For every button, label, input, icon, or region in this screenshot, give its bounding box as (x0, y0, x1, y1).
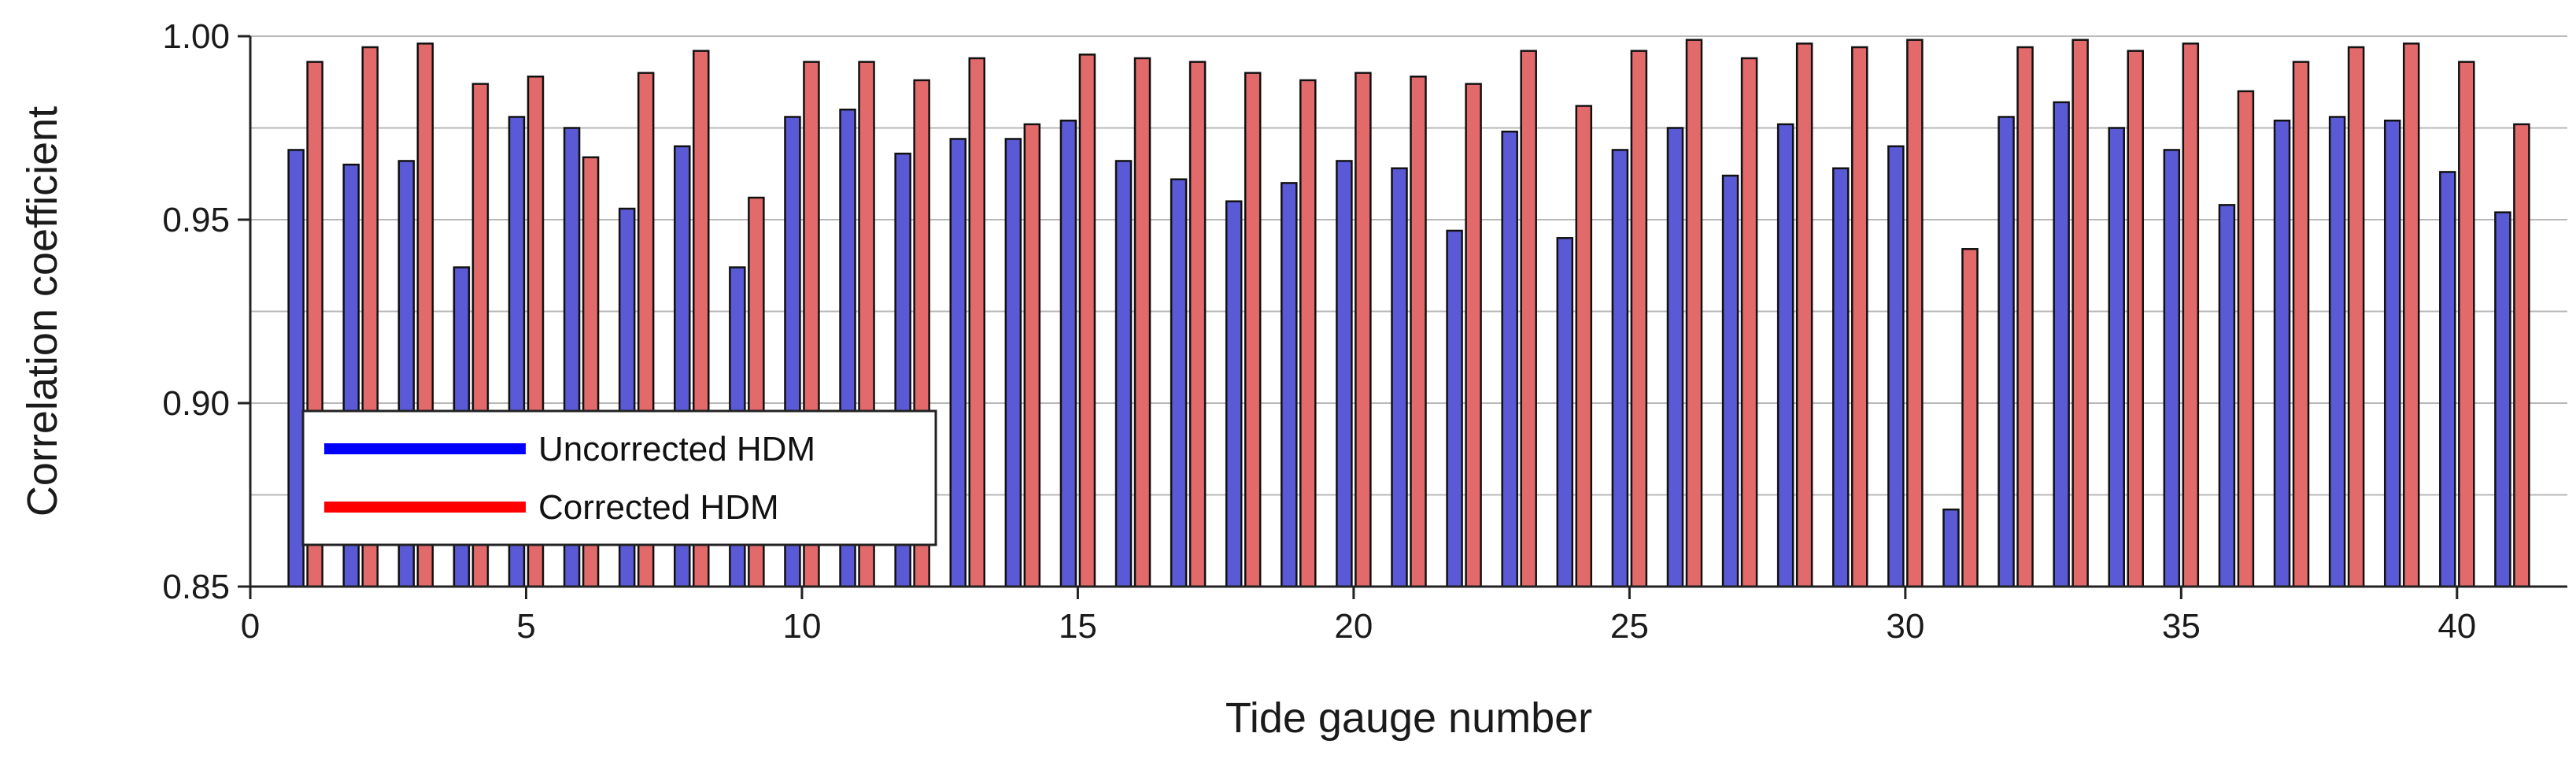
bar-uncorrected-20 (1336, 160, 1353, 588)
bar-uncorrected-34 (2108, 127, 2125, 588)
bar-uncorrected-18 (1225, 200, 1243, 588)
bar-corrected-22 (1465, 83, 1482, 588)
bar-uncorrected-35 (2163, 149, 2181, 588)
bar-uncorrected-13 (949, 138, 966, 588)
bar-uncorrected-17 (1170, 178, 1188, 588)
bar-corrected-27 (1740, 57, 1758, 588)
bar-corrected-21 (1410, 76, 1427, 588)
x-tick-label: 20 (1334, 607, 1373, 646)
bar-corrected-14 (1023, 123, 1041, 588)
bar-corrected-18 (1244, 72, 1262, 588)
bar-corrected-41 (2513, 123, 2530, 588)
grid-lines (250, 35, 2567, 496)
bar-uncorrected-14 (1004, 138, 1022, 588)
bar-uncorrected-39 (2383, 119, 2401, 588)
tick-labels: 0.85 0.90 0.95 1.00 0 5 10 15 20 25 30 35 40 (162, 17, 2476, 646)
x-tick-label: 0 (241, 607, 260, 646)
bar-corrected-40 (2458, 61, 2475, 588)
legend: Uncorrected HDM Corrected HDM (301, 409, 937, 546)
x-tick-label: 30 (1886, 607, 1924, 646)
bar-corrected-23 (1520, 50, 1537, 588)
bar-corrected-30 (1906, 39, 1924, 588)
bar-uncorrected-29 (1832, 167, 1850, 588)
bar-uncorrected-36 (2218, 204, 2236, 588)
bar-corrected-25 (1630, 50, 1648, 588)
y-tick-label: 0.90 (162, 384, 230, 423)
bar-uncorrected-23 (1501, 130, 1518, 588)
bar-corrected-34 (2127, 50, 2144, 588)
bar-uncorrected-37 (2273, 119, 2291, 588)
legend-label-uncorrected: Uncorrected HDM (538, 430, 815, 468)
legend-box (301, 409, 937, 546)
bar-uncorrected-21 (1391, 167, 1408, 588)
bar-uncorrected-40 (2439, 171, 2456, 588)
bar-corrected-13 (968, 57, 985, 588)
bar-corrected-33 (2072, 39, 2089, 588)
y-axis-label: Correlation coefficient (19, 106, 66, 516)
bar-corrected-28 (1795, 43, 1813, 588)
bar-uncorrected-25 (1611, 149, 1629, 588)
bar-corrected-24 (1575, 105, 1593, 588)
bar-uncorrected-32 (1998, 116, 2015, 588)
bar-corrected-37 (2292, 61, 2310, 588)
x-tick-label: 5 (516, 607, 535, 646)
x-tick-label: 35 (2162, 607, 2201, 646)
axes (238, 35, 2567, 599)
bar-corrected-31 (1961, 248, 1979, 588)
bar-corrected-38 (2347, 46, 2365, 588)
bar-uncorrected-24 (1556, 237, 1574, 588)
bar-uncorrected-22 (1446, 229, 1463, 588)
bar-corrected-29 (1851, 46, 1868, 588)
bar-uncorrected-30 (1887, 145, 1905, 588)
bar-uncorrected-41 (2494, 211, 2511, 588)
bar-corrected-16 (1133, 57, 1151, 588)
y-tick-label: 0.95 (162, 201, 230, 239)
bar-corrected-35 (2182, 43, 2200, 588)
bar-uncorrected-27 (1721, 174, 1739, 588)
bar-uncorrected-15 (1059, 119, 1077, 588)
bar-corrected-20 (1355, 72, 1372, 588)
bar-corrected-15 (1078, 54, 1096, 588)
x-tick-label: 10 (782, 607, 821, 646)
y-tick-label: 0.85 (162, 568, 230, 606)
bar-corrected-19 (1299, 79, 1317, 588)
bar-uncorrected-1 (287, 149, 305, 588)
bar-corrected-39 (2402, 43, 2420, 588)
bar-corrected-17 (1188, 61, 1207, 588)
bar-uncorrected-19 (1281, 182, 1298, 588)
bar-uncorrected-31 (1942, 508, 1960, 588)
bar-uncorrected-33 (2053, 101, 2070, 588)
x-tick-label: 40 (2437, 607, 2476, 646)
bar-uncorrected-28 (1776, 123, 1794, 588)
x-tick-label: 25 (1610, 607, 1649, 646)
y-tick-label: 1.00 (162, 17, 230, 56)
x-tick-label: 15 (1059, 607, 1097, 646)
bar-corrected-26 (1685, 39, 1703, 588)
bar-uncorrected-38 (2328, 116, 2346, 588)
bar-corrected-36 (2237, 90, 2255, 588)
bar-corrected-32 (2016, 46, 2034, 588)
x-axis-label: Tide gauge number (1225, 694, 1592, 742)
legend-label-corrected: Corrected HDM (538, 488, 779, 527)
bar-uncorrected-26 (1666, 127, 1684, 588)
bar-uncorrected-16 (1114, 160, 1133, 588)
